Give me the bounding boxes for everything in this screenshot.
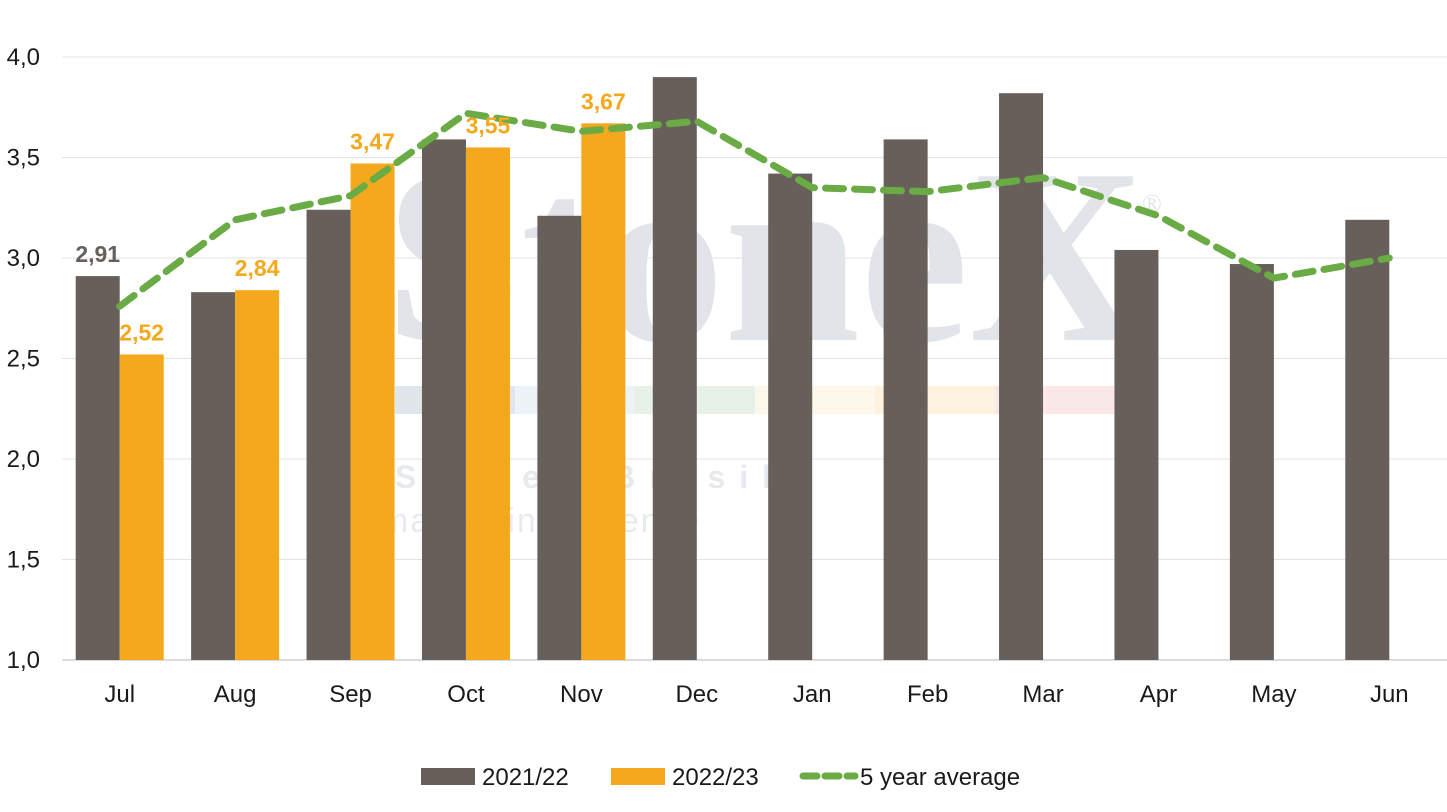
bar-2021-22 (537, 215, 582, 661)
x-tick-label: Sep (329, 681, 372, 708)
y-tick-label: 2,0 (7, 446, 40, 473)
bar-2022-23 (235, 290, 280, 660)
x-axis-ticks: Jul Aug Sep Oct Nov Dec Jan Feb Mar Apr May Jun (104, 681, 1408, 708)
five-year-average-line (116, 109, 1393, 310)
x-tick-label: Apr (1140, 681, 1177, 708)
bar-2021-22 (75, 276, 120, 660)
x-tick-label: Nov (560, 681, 603, 708)
y-axis-ticks: 1,0 1,5 2,0 2,5 3,0 3,5 4,0 (7, 44, 40, 674)
data-label: 2,91 (75, 241, 120, 267)
bars (75, 77, 1390, 661)
data-label: 3,67 (581, 88, 626, 114)
legend-label: 5 year average (860, 764, 1020, 791)
y-tick-label: 2,5 (7, 346, 40, 373)
legend-swatch (611, 768, 665, 785)
bar-2022-23 (119, 354, 164, 660)
bar-2021-22 (1114, 249, 1159, 660)
legend-label: 2022/23 (672, 764, 759, 791)
y-tick-label: 4,0 (7, 44, 40, 71)
data-label: 3,55 (466, 112, 511, 138)
x-tick-label: Aug (214, 681, 257, 708)
data-labels: 2,91 2,52 2,84 3,47 3,55 3,67 (75, 88, 625, 345)
y-tick-label: 3,5 (7, 145, 40, 172)
x-tick-label: May (1251, 681, 1296, 708)
legend-swatch (421, 768, 475, 785)
bar-2021-22 (1345, 219, 1390, 660)
bar-2021-22 (1229, 264, 1274, 660)
bar-2021-22 (652, 77, 697, 661)
legend-label: 2021/22 (482, 764, 569, 791)
bar-2022-23 (350, 163, 395, 660)
bar-2021-22 (999, 93, 1044, 661)
bar-2021-22 (421, 139, 466, 660)
bar-2021-22 (306, 209, 351, 660)
y-gridlines (62, 56, 1447, 661)
bar-2021-22 (883, 139, 928, 660)
data-label: 3,47 (350, 129, 395, 155)
data-label: 2,84 (235, 255, 280, 281)
bar-2021-22 (768, 173, 813, 660)
x-tick-label: Mar (1022, 681, 1063, 708)
x-tick-label: Jan (793, 681, 832, 708)
x-tick-label: Feb (907, 681, 948, 708)
bar-2022-23 (581, 123, 626, 660)
series-line-5-year-average (116, 109, 1393, 310)
y-tick-label: 1,5 (7, 547, 40, 574)
x-tick-label: Oct (447, 681, 485, 708)
data-label: 2,52 (119, 319, 164, 345)
y-tick-label: 3,0 (7, 245, 40, 272)
x-tick-label: Jul (104, 681, 135, 708)
bar-2021-22 (191, 292, 236, 660)
x-tick-label: Jun (1370, 681, 1409, 708)
y-tick-label: 1,0 (7, 647, 40, 674)
legend: 2021/22 2022/23 5 year average (421, 764, 1020, 791)
bar-2022-23 (465, 147, 510, 660)
x-tick-label: Dec (675, 681, 718, 708)
